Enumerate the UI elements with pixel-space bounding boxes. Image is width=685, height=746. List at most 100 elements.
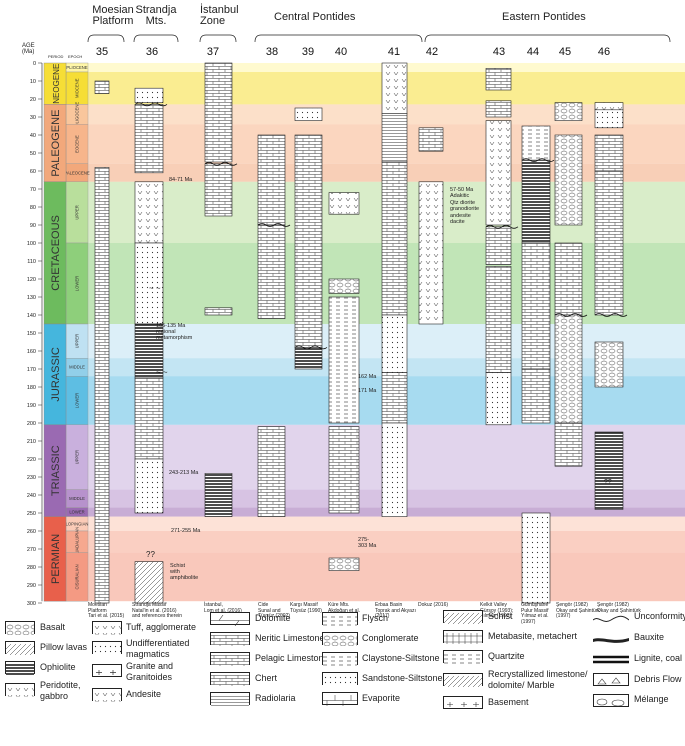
annotation-162: 162 Ma xyxy=(358,374,377,380)
strat-unit-31 xyxy=(418,127,444,152)
legend-claystone: Claystone-Siltstone xyxy=(362,653,440,663)
conglomerate-swatch xyxy=(322,632,358,646)
epoch-label-11: MIDDLE xyxy=(69,496,85,501)
unconformity-mark-2 xyxy=(257,223,291,227)
column-number-45: 45 xyxy=(559,46,571,58)
ophiolite-swatch xyxy=(5,661,35,675)
period-label: PERIOD xyxy=(48,54,64,59)
unconformity-mark-1 xyxy=(204,161,238,166)
sandstone-swatch xyxy=(322,672,358,686)
strat-unit-53 xyxy=(594,341,624,388)
column-number-43: 43 xyxy=(493,46,505,58)
strat-unit-15 xyxy=(257,224,286,319)
neritic-swatch xyxy=(210,632,250,646)
strat-unit-21 xyxy=(328,278,360,294)
column-number-44: 44 xyxy=(527,46,539,58)
source-caption-35: Moesian Platform Tari et al. (2015) xyxy=(88,602,125,620)
column-number-38: 38 xyxy=(266,46,278,58)
strat-unit-40 xyxy=(521,159,551,244)
age-label: AGE (Ma) xyxy=(22,43,35,55)
strat-unit-37 xyxy=(485,266,512,373)
strat-unit-1 xyxy=(94,167,110,604)
granite-swatch xyxy=(92,664,122,677)
period-label-3: JURASSIC xyxy=(50,347,62,401)
source-caption-43: Kelkit Valley Gürsoy (1993); Yılmaz (199… xyxy=(480,602,514,620)
strat-unit-9 xyxy=(134,561,164,604)
legend-evaporite: Evaporite xyxy=(362,693,401,703)
strat-unit-0 xyxy=(94,80,110,94)
age-tick-label-27: 270 xyxy=(27,547,36,553)
age-tick-label-26: 260 xyxy=(27,529,36,535)
age-tick-label-19: 190 xyxy=(27,403,36,409)
annotation-qq-46: ?? xyxy=(604,479,612,486)
region-strandja: Strandja Mts. xyxy=(135,4,177,27)
age-band-14 xyxy=(88,531,685,553)
pillow-swatch xyxy=(5,641,35,655)
epoch-label-2: OLIGOCENE xyxy=(75,102,80,127)
age-tick-label-13: 130 xyxy=(27,295,36,301)
region-bracket-0 xyxy=(87,34,125,43)
age-tick-label-18: 180 xyxy=(27,385,36,391)
legend-basalt: Basalt xyxy=(40,622,66,632)
age-tick-label-2: 20 xyxy=(30,97,36,103)
strat-unit-48 xyxy=(554,422,583,467)
strat-unit-22 xyxy=(328,296,360,424)
strat-unit-28 xyxy=(381,314,408,373)
strat-unit-30 xyxy=(381,422,408,517)
period-label-1: PALEOGENE xyxy=(50,110,62,177)
region-eastern: Eastern Pontides xyxy=(502,11,586,23)
chert-swatch xyxy=(210,672,250,686)
legend-flysch: Flysch xyxy=(362,613,389,623)
age-tick-label-16: 160 xyxy=(27,349,36,355)
age-tick-label-30: 300 xyxy=(27,601,36,607)
strat-unit-47 xyxy=(554,314,583,424)
epoch-label-5: UPPER xyxy=(75,205,80,219)
legend-recryst: Recrystallized limestone/ dolomite/ Marb… xyxy=(488,669,588,690)
unconformity-mark-7 xyxy=(594,313,628,317)
strat-unit-23 xyxy=(328,426,360,514)
strat-unit-49 xyxy=(594,102,624,111)
source-caption-39: Kargı Massif Tüysüz (1990) xyxy=(290,602,322,614)
legend-pelagic: Pelagic Limestone xyxy=(255,653,329,663)
claystone-swatch xyxy=(322,652,358,666)
basement-swatch xyxy=(443,696,483,709)
strat-unit-39 xyxy=(521,125,551,161)
region-moesian: Moesian Platform xyxy=(92,4,134,27)
legend-quartzite: Quartzite xyxy=(488,651,525,661)
annotation-243-213: 243-213 Ma xyxy=(169,470,199,476)
age-tick-label-22: 220 xyxy=(27,457,36,463)
strat-unit-33 xyxy=(485,68,512,91)
strat-unit-29 xyxy=(381,372,408,424)
epoch-label-0: PLIOCENE xyxy=(66,65,87,70)
strat-unit-3 xyxy=(134,104,164,174)
strat-unit-32 xyxy=(418,181,444,325)
strat-unit-16 xyxy=(257,426,286,517)
strat-unit-20 xyxy=(328,192,360,215)
metabasite-swatch xyxy=(443,630,483,644)
age-tick-label-6: 60 xyxy=(30,169,36,175)
strat-unit-6 xyxy=(134,323,164,379)
dolomite-swatch xyxy=(210,612,250,627)
strat-unit-27 xyxy=(381,161,408,316)
period-label-4: TRIASSIC xyxy=(50,445,62,496)
strat-unit-42 xyxy=(521,368,551,424)
legend-lignite: Lignite, coal xyxy=(634,653,683,663)
region-bracket-4 xyxy=(424,34,671,43)
annotation-84-71: 84-71 Ma xyxy=(169,177,193,183)
period-cell-5 xyxy=(43,516,67,602)
column-number-35: 35 xyxy=(96,46,108,58)
undiff-swatch xyxy=(92,641,122,655)
legend-unconformity: Unconformity xyxy=(634,611,685,621)
strat-unit-11 xyxy=(204,163,233,217)
unconformity-mark-0 xyxy=(134,102,168,107)
age-tick-label-3: 30 xyxy=(30,115,36,121)
age-tick-label-15: 150 xyxy=(27,331,36,337)
strat-unit-51 xyxy=(594,134,624,172)
age-tick-label-7: 70 xyxy=(30,187,36,193)
strat-unit-25 xyxy=(381,62,408,114)
recryst-swatch xyxy=(443,673,483,687)
strat-unit-45 xyxy=(554,134,583,226)
annotation-275-303: 275- 303 Ma xyxy=(358,537,377,549)
unconformity-swatch xyxy=(592,613,630,626)
